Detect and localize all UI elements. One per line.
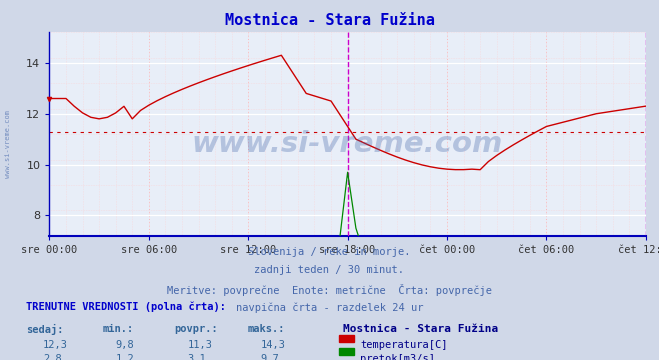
Text: 12,3: 12,3: [43, 340, 68, 350]
Text: www.si-vreme.com: www.si-vreme.com: [192, 130, 503, 158]
Text: maks.:: maks.:: [247, 324, 285, 334]
Text: temperatura[C]: temperatura[C]: [360, 340, 448, 350]
Text: pretok[m3/s]: pretok[m3/s]: [360, 354, 436, 360]
Text: navpična črta - razdelek 24 ur: navpična črta - razdelek 24 ur: [236, 303, 423, 313]
Text: zadnji teden / 30 minut.: zadnji teden / 30 minut.: [254, 265, 405, 275]
Text: www.si-vreme.com: www.si-vreme.com: [5, 110, 11, 178]
Text: Meritve: povprečne  Enote: metrične  Črta: povprečje: Meritve: povprečne Enote: metrične Črta:…: [167, 284, 492, 296]
Text: Mostnica - Stara Fužina: Mostnica - Stara Fužina: [225, 13, 434, 28]
Text: min.:: min.:: [102, 324, 133, 334]
Text: 9,7: 9,7: [260, 354, 279, 360]
Text: Mostnica - Stara Fužina: Mostnica - Stara Fužina: [343, 324, 498, 334]
Text: 9,8: 9,8: [115, 340, 134, 350]
Text: sedaj:: sedaj:: [26, 324, 64, 335]
Text: TRENUTNE VREDNOSTI (polna črta):: TRENUTNE VREDNOSTI (polna črta):: [26, 302, 226, 312]
Text: 14,3: 14,3: [260, 340, 285, 350]
Text: Slovenija / reke in morje.: Slovenija / reke in morje.: [248, 247, 411, 257]
Text: 11,3: 11,3: [188, 340, 213, 350]
Text: 1,2: 1,2: [115, 354, 134, 360]
Text: 3,1: 3,1: [188, 354, 206, 360]
Text: 2,8: 2,8: [43, 354, 61, 360]
Text: povpr.:: povpr.:: [175, 324, 218, 334]
